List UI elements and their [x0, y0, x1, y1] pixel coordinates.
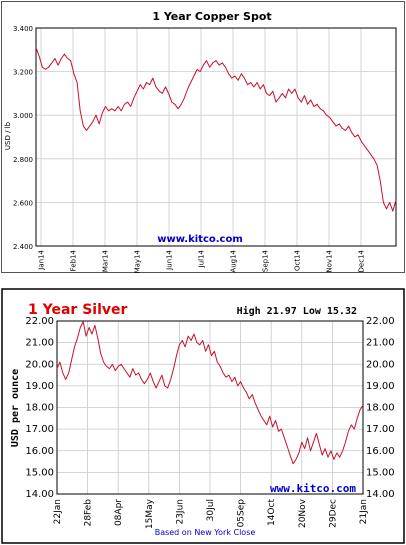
copper-x-tick-label: Jul14: [197, 249, 205, 268]
copper-x-tick-label: Mar14: [101, 249, 109, 272]
copper-y-tick-label: 2.800: [13, 156, 33, 164]
copper-title: 1 Year Copper Spot: [152, 10, 271, 23]
copper-x-tick-label: Jan14: [37, 249, 45, 270]
copper-x-tick-label: Nov14: [325, 249, 333, 272]
copper-watermark: www.kitco.com: [157, 234, 243, 245]
copper-x-tick-label: May14: [133, 249, 141, 273]
copper-y-axis-label: USD / lb: [4, 121, 12, 150]
copper-y-tick-labels: 2.400 2.600 2.800 3.000 3.200 3.400: [13, 25, 33, 251]
copper-panel-border: [1, 1, 405, 273]
copper-x-tick-label: Oct14: [293, 249, 301, 271]
copper-x-tick-label: Aug14: [229, 249, 237, 272]
copper-x-tick-label: Dec14: [357, 249, 365, 272]
copper-series-line: [35, 47, 397, 212]
copper-y-tick-label: 3.400: [13, 25, 33, 33]
copper-x-tick-label: Sep14: [261, 249, 269, 272]
copper-x-tick-labels: Jan14 Feb14 Mar14 May14 Jun14 Jul14 Aug14 Sep14…: [37, 249, 365, 273]
copper-plot-frame: [35, 27, 397, 247]
copper-y-tick-label: 3.200: [13, 69, 33, 77]
copper-y-tick-label: 3.000: [13, 112, 33, 120]
copper-y-tick-label: 2.600: [13, 199, 33, 207]
copper-y-tick-label: 2.400: [13, 243, 33, 251]
copper-x-tick-label: Feb14: [69, 249, 77, 271]
copper-series: [35, 47, 397, 212]
copper-x-tick-label: Jun14: [165, 249, 173, 270]
